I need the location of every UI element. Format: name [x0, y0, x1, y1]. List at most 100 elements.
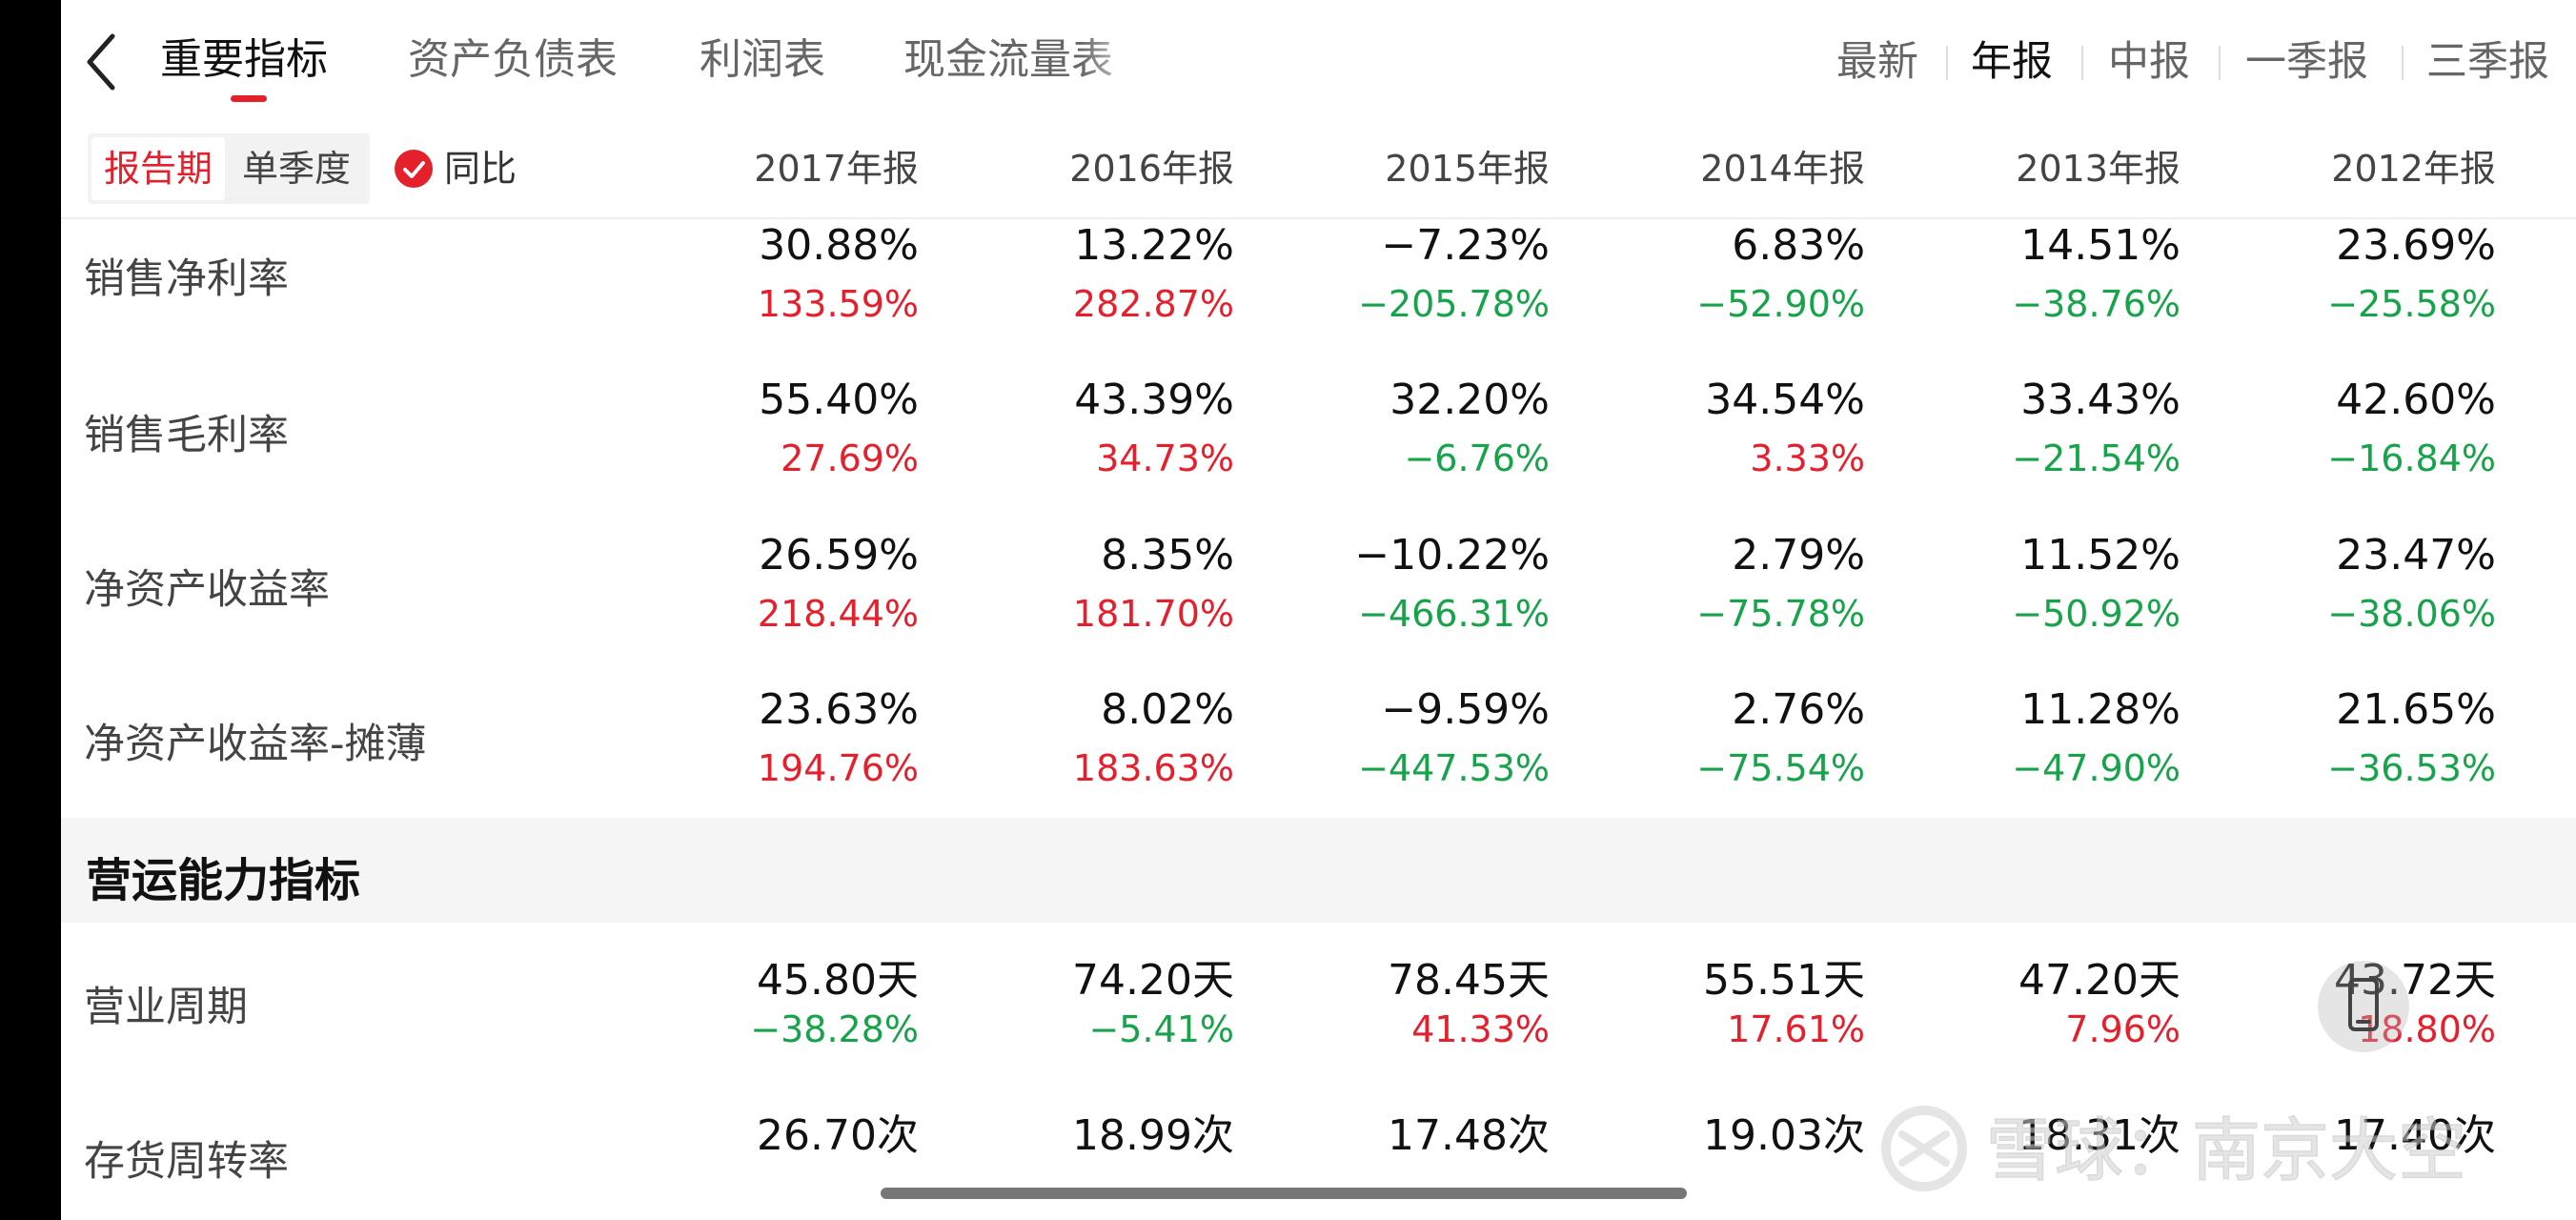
value-cell: −7.23% [1381, 221, 1550, 270]
row-label: 净资产收益率-摊薄 [84, 721, 427, 768]
device-switch-button[interactable] [2318, 961, 2409, 1052]
value-cell: −10.22% [1354, 531, 1550, 580]
yoy-cell: −21.54% [2012, 437, 2180, 479]
segment-active-bg [91, 137, 225, 200]
value-cell: 2.76% [1732, 685, 1865, 734]
active-tab-indicator [231, 95, 267, 102]
value-cell: 17.40次 [2334, 1111, 2496, 1160]
period-q1[interactable]: 一季报 [2245, 38, 2368, 86]
tab-balance-sheet[interactable]: 资产负债表 [408, 35, 618, 84]
check-icon [403, 161, 425, 178]
value-cell: 43.39% [1074, 376, 1234, 424]
period-separator [2402, 46, 2404, 80]
yoy-cell: 18.80% [2358, 1008, 2496, 1050]
value-cell: 78.45天 [1388, 956, 1550, 1005]
tab-cash-flow[interactable]: 现金流量表 [903, 35, 1113, 84]
period-q3[interactable]: 三季报 [2426, 38, 2549, 86]
value-cell: 32.20% [1389, 376, 1550, 424]
column-header: 2013年报 [2016, 148, 2180, 190]
value-cell: 26.70次 [757, 1111, 919, 1160]
segment-report-period[interactable]: 报告期 [104, 148, 213, 190]
value-cell: 23.63% [759, 685, 919, 734]
yoy-cell: −205.78% [1358, 283, 1550, 325]
yoy-checkbox[interactable] [395, 150, 433, 188]
yoy-cell: −47.90% [2012, 747, 2180, 789]
column-header: 2017年报 [754, 148, 919, 190]
watermark: 雪球：南京大空 [1872, 1096, 2558, 1201]
yoy-cell: −75.78% [1696, 593, 1865, 635]
period-separator [2219, 46, 2221, 80]
value-cell: 23.47% [2336, 531, 2496, 580]
value-cell: 55.51天 [1703, 956, 1865, 1005]
value-cell: 2.79% [1732, 531, 1865, 580]
phone-icon [2348, 978, 2379, 1031]
snowball-logo-icon: 雪球：南京大空 [1881, 1106, 2467, 1191]
value-cell: 8.02% [1101, 685, 1234, 734]
row-label: 销售毛利率 [84, 412, 289, 459]
yoy-cell: 7.96% [2065, 1008, 2180, 1050]
yoy-cell: 218.44% [757, 593, 919, 635]
tab-key-indicators[interactable]: 重要指标 [160, 35, 328, 84]
value-cell: 21.65% [2336, 685, 2496, 734]
yoy-cell: 183.63% [1072, 747, 1234, 789]
yoy-cell: −52.90% [1696, 283, 1865, 325]
yoy-cell: −6.76% [1404, 437, 1550, 479]
yoy-cell: −36.53% [2327, 747, 2496, 789]
yoy-cell: −466.31% [1358, 593, 1550, 635]
value-cell: −9.59% [1381, 685, 1550, 734]
value-cell: 42.60% [2336, 376, 2496, 424]
yoy-cell: −38.06% [2327, 593, 2496, 635]
value-cell: 26.59% [759, 531, 919, 580]
period-annual[interactable]: 年报 [1971, 38, 2053, 86]
segment-single-quarter[interactable]: 单季度 [242, 148, 352, 190]
period-separator [2081, 46, 2083, 80]
yoy-label[interactable]: 同比 [444, 148, 517, 190]
yoy-cell: −25.58% [2327, 283, 2496, 325]
yoy-cell: 34.73% [1096, 437, 1234, 479]
period-interim[interactable]: 中报 [2108, 38, 2190, 86]
value-cell: 23.69% [2336, 221, 2496, 270]
value-cell: 18.99次 [1072, 1111, 1234, 1160]
column-header: 2016年报 [1069, 148, 1234, 190]
column-header: 2015年报 [1385, 148, 1550, 190]
value-cell: 47.20天 [2018, 956, 2180, 1005]
yoy-cell: −16.84% [2327, 437, 2496, 479]
row-label: 销售净利率 [84, 255, 289, 303]
yoy-cell: 282.87% [1072, 283, 1234, 325]
section-title: 营运能力指标 [86, 854, 361, 907]
value-cell: 14.51% [2020, 221, 2180, 270]
value-cell: 34.54% [1705, 376, 1865, 424]
value-cell: 30.88% [759, 221, 919, 270]
tab-income-statement[interactable]: 利润表 [700, 35, 825, 84]
yoy-cell: −5.41% [1088, 1008, 1234, 1050]
value-cell: 45.80天 [757, 956, 919, 1005]
value-cell: 13.22% [1074, 221, 1234, 270]
value-cell: 11.28% [2020, 685, 2180, 734]
section-header: 营运能力指标 [61, 818, 2576, 923]
value-cell: 17.48次 [1388, 1111, 1550, 1160]
yoy-cell: 181.70% [1072, 593, 1234, 635]
value-cell: 33.43% [2020, 376, 2180, 424]
value-cell: 6.83% [1732, 221, 1865, 270]
yoy-cell: −38.28% [750, 1008, 919, 1050]
svg-text:雪球：南京大空: 雪球：南京大空 [1986, 1110, 2466, 1190]
value-cell: 74.20天 [1072, 956, 1234, 1005]
yoy-cell: −447.53% [1358, 747, 1550, 789]
yoy-cell: −38.76% [2012, 283, 2180, 325]
yoy-cell: 17.61% [1727, 1008, 1865, 1050]
value-cell: 11.52% [2020, 531, 2180, 580]
yoy-cell: 194.76% [757, 747, 919, 789]
column-header: 2014年报 [1700, 148, 1865, 190]
row-label: 存货周转率 [84, 1138, 289, 1186]
column-header: 2012年报 [2331, 148, 2496, 190]
period-latest[interactable]: 最新 [1836, 38, 1918, 86]
yoy-cell: 41.33% [1411, 1008, 1550, 1050]
yoy-cell: 133.59% [757, 283, 919, 325]
yoy-cell: −50.92% [2012, 593, 2180, 635]
home-indicator[interactable] [881, 1188, 1687, 1199]
back-button[interactable] [78, 29, 135, 95]
chevron-left-icon [87, 33, 115, 91]
row-label: 净资产收益率 [84, 566, 330, 614]
value-cell: 19.03次 [1703, 1111, 1865, 1160]
yoy-cell: 3.33% [1750, 437, 1865, 479]
